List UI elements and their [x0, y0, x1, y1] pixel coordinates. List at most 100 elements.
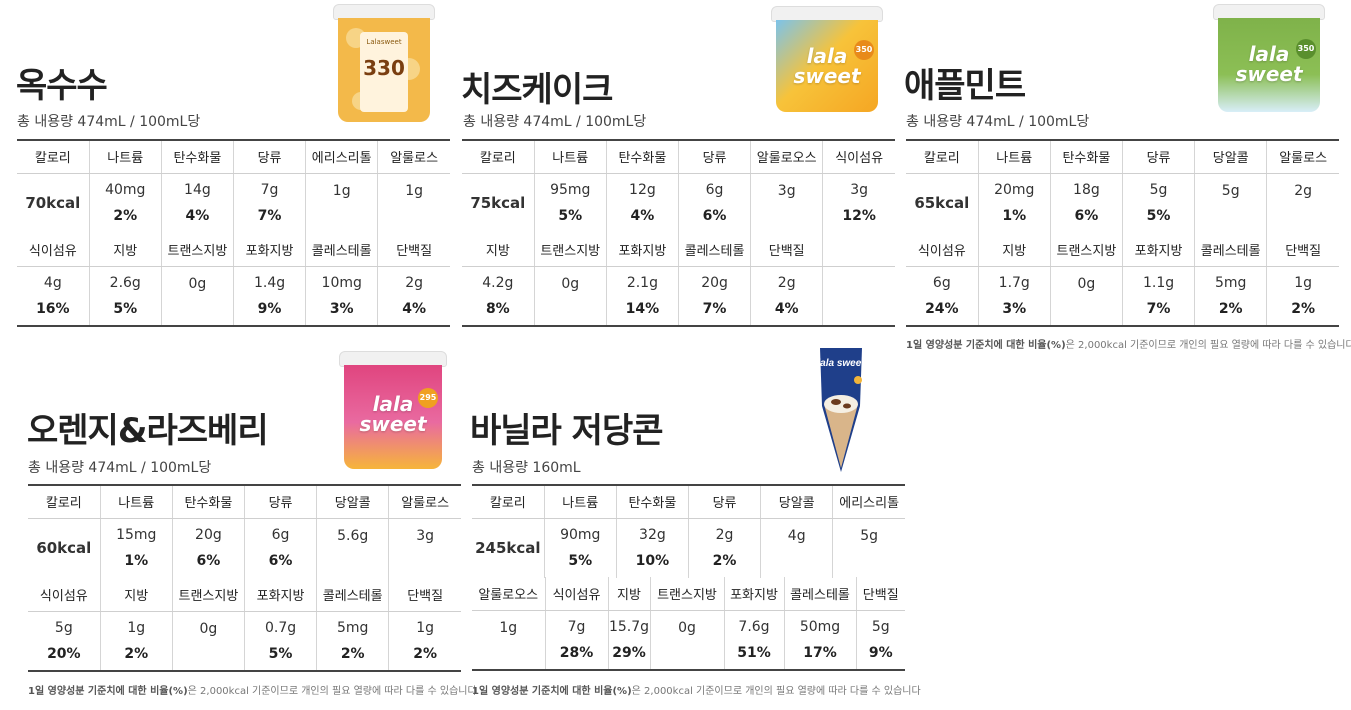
nutrient-cell: 18g 6% [1050, 173, 1123, 233]
nutrient-cell: 2g 4% [377, 266, 450, 327]
value-row: 5g 20% 1g 2% 0g 0.7g 5% 5mg 2% 1g 2% [28, 611, 461, 672]
nutrient-percent: 2% [124, 645, 149, 662]
nutrient-cell: 70kcal [17, 173, 90, 233]
product-title: 옥수수 [16, 66, 108, 106]
nutrient-cell: 5g 20% [28, 611, 101, 672]
nutrient-cell: 90mg 5% [544, 518, 617, 578]
nutrient-cell: 5.6g [316, 518, 390, 578]
nutrient-cell: 4.2g 8% [462, 266, 535, 327]
nutrient-label: 지방 [978, 233, 1051, 267]
nutrient-amount: 0g [678, 619, 696, 636]
nutrient-amount: 15.7g [608, 618, 650, 635]
nutrient-label: 에리스리톨 [305, 139, 379, 174]
calorie-value: 70kcal [25, 194, 81, 213]
nutrient-percent: 4% [185, 208, 210, 225]
value-row: 70kcal 40mg 2% 14g 4% 7g 7% 1g 1g [17, 173, 450, 233]
nutrient-amount: 5g [1221, 182, 1240, 199]
nutrient-amount: 20g [701, 274, 728, 291]
nutrient-amount: 6g [932, 274, 951, 291]
nutrient-amount: 95mg [550, 182, 591, 199]
nutrient-cell: 245kcal [472, 518, 545, 578]
nutrient-label: 탄수화물 [172, 484, 245, 519]
nutrient-label: 콜레스테롤 [316, 578, 390, 612]
nutrient-percent: 2% [413, 645, 438, 662]
nutrient-label: 당류 [233, 139, 307, 174]
nutrient-percent: 14% [625, 300, 660, 317]
header-row: 지방 트랜스지방 포화지방 콜레스테롤 단백질 [462, 233, 895, 267]
nutrient-cell: 15mg 1% [100, 518, 173, 578]
nutrient-amount: 4g [43, 274, 62, 291]
nutrient-amount: 2g [405, 274, 424, 291]
nutrient-amount: 6g [271, 527, 290, 544]
nutrient-label: 지방 [608, 577, 651, 611]
nutrient-amount: 15mg [116, 527, 157, 544]
nutrient-amount: 2.6g [109, 274, 141, 291]
nutrition-table: 칼로리 나트륨 탄수화물 당류 알룰로오스 식이섬유 75kcal 95mg 5%… [462, 139, 895, 327]
nutrient-percent: 28% [559, 644, 594, 661]
nutrient-label: 알룰로스 [377, 139, 450, 174]
nutrient-label [822, 233, 895, 267]
nutrient-cell: 3g [389, 518, 461, 578]
product-image-orange-raspberry: lala sweet 295 [339, 351, 447, 469]
nutrient-amount: 5g [871, 618, 890, 635]
nutrient-percent: 9% [868, 644, 893, 661]
nutrient-label: 식이섬유 [822, 139, 895, 174]
nutrient-cell: 1.1g 7% [1122, 266, 1196, 327]
product-image-cheesecake: lala sweet 350 [771, 6, 883, 112]
nutrient-amount: 18g [1073, 182, 1100, 199]
nutrient-percent: 10% [635, 553, 670, 570]
nutrient-cell: 12g 4% [606, 173, 679, 233]
nutrient-percent: 9% [257, 300, 282, 317]
nutrient-amount: 1g [332, 182, 351, 199]
nutrient-cell: 3g [750, 173, 824, 233]
nutrient-cell: 0g [650, 610, 725, 671]
nutrient-label: 콜레스테롤 [1194, 233, 1268, 267]
nutrient-cell: 20g 7% [678, 266, 752, 327]
nutrient-label: 알룰로오스 [750, 139, 824, 174]
nutrient-amount: 5g [54, 619, 73, 636]
nutrient-cell: 4g [760, 518, 834, 578]
calorie-badge: 350 [854, 40, 874, 61]
nutrient-cell: 14g 4% [161, 173, 234, 233]
nutrient-amount: 4g [787, 527, 806, 544]
nutrient-label: 당류 [1122, 139, 1196, 174]
product-title: 치즈케이크 [461, 70, 613, 110]
nutrient-amount: 3g [416, 527, 435, 544]
product-title: 애플민트 [904, 66, 1026, 106]
header-row: 칼로리 나트륨 탄수화물 당류 당알콜 알룰로스 [906, 139, 1339, 174]
header-row: 칼로리 나트륨 탄수화물 당류 당알콜 알룰로스 [28, 484, 461, 519]
nutrient-amount: 20mg [994, 182, 1035, 199]
nutrient-label: 칼로리 [906, 139, 979, 174]
product-volume: 총 내용량 474mL / 100mL당 [28, 460, 212, 476]
nutrient-label: 나트륨 [100, 484, 173, 519]
nutrient-label: 나트륨 [534, 139, 607, 174]
nutrient-percent: 4% [630, 208, 655, 225]
nutrient-label: 알룰로스 [1266, 139, 1339, 174]
nutrient-amount: 2.1g [626, 274, 658, 291]
nutrient-label: 당알콜 [760, 484, 834, 519]
nutrient-percent: 12% [842, 208, 876, 225]
nutrient-cell: 10mg 3% [305, 266, 379, 327]
nutrient-cell: 5mg 2% [316, 611, 390, 672]
nutrient-percent: 6% [702, 208, 727, 225]
nutrient-cell: 40mg 2% [89, 173, 162, 233]
product-title: 오렌지&라즈베리 [27, 411, 269, 451]
nutrient-amount: 32g [639, 527, 666, 544]
nutrient-cell: 1g [472, 610, 546, 671]
nutrient-label: 당알콜 [316, 484, 390, 519]
nutrient-label: 당류 [688, 484, 762, 519]
nutrient-amount: 2g [715, 527, 734, 544]
nutrient-percent: 6% [196, 553, 221, 570]
nutrient-label: 칼로리 [28, 484, 101, 519]
value-row: 1g 7g 28% 15.7g 29% 0g 7.6g 51% 50mg 17% 5g 9… [472, 610, 905, 671]
nutrient-label: 포화지방 [606, 233, 679, 267]
nutrition-table: 칼로리 나트륨 탄수화물 당류 에리스리톨 알룰로스 70kcal 40mg 2%… [17, 139, 450, 327]
nutrient-amount: 7g [260, 182, 279, 199]
nutrient-amount: 1.1g [1142, 274, 1175, 291]
calorie-value: 245kcal [475, 539, 541, 558]
nutrient-cell: 2.6g 5% [89, 266, 162, 327]
nutrient-amount: 14g [184, 182, 211, 199]
nutrient-amount: 7g [567, 618, 586, 635]
nutrient-cell: 75kcal [462, 173, 535, 233]
nutrient-cell: 1.7g 3% [978, 266, 1051, 327]
